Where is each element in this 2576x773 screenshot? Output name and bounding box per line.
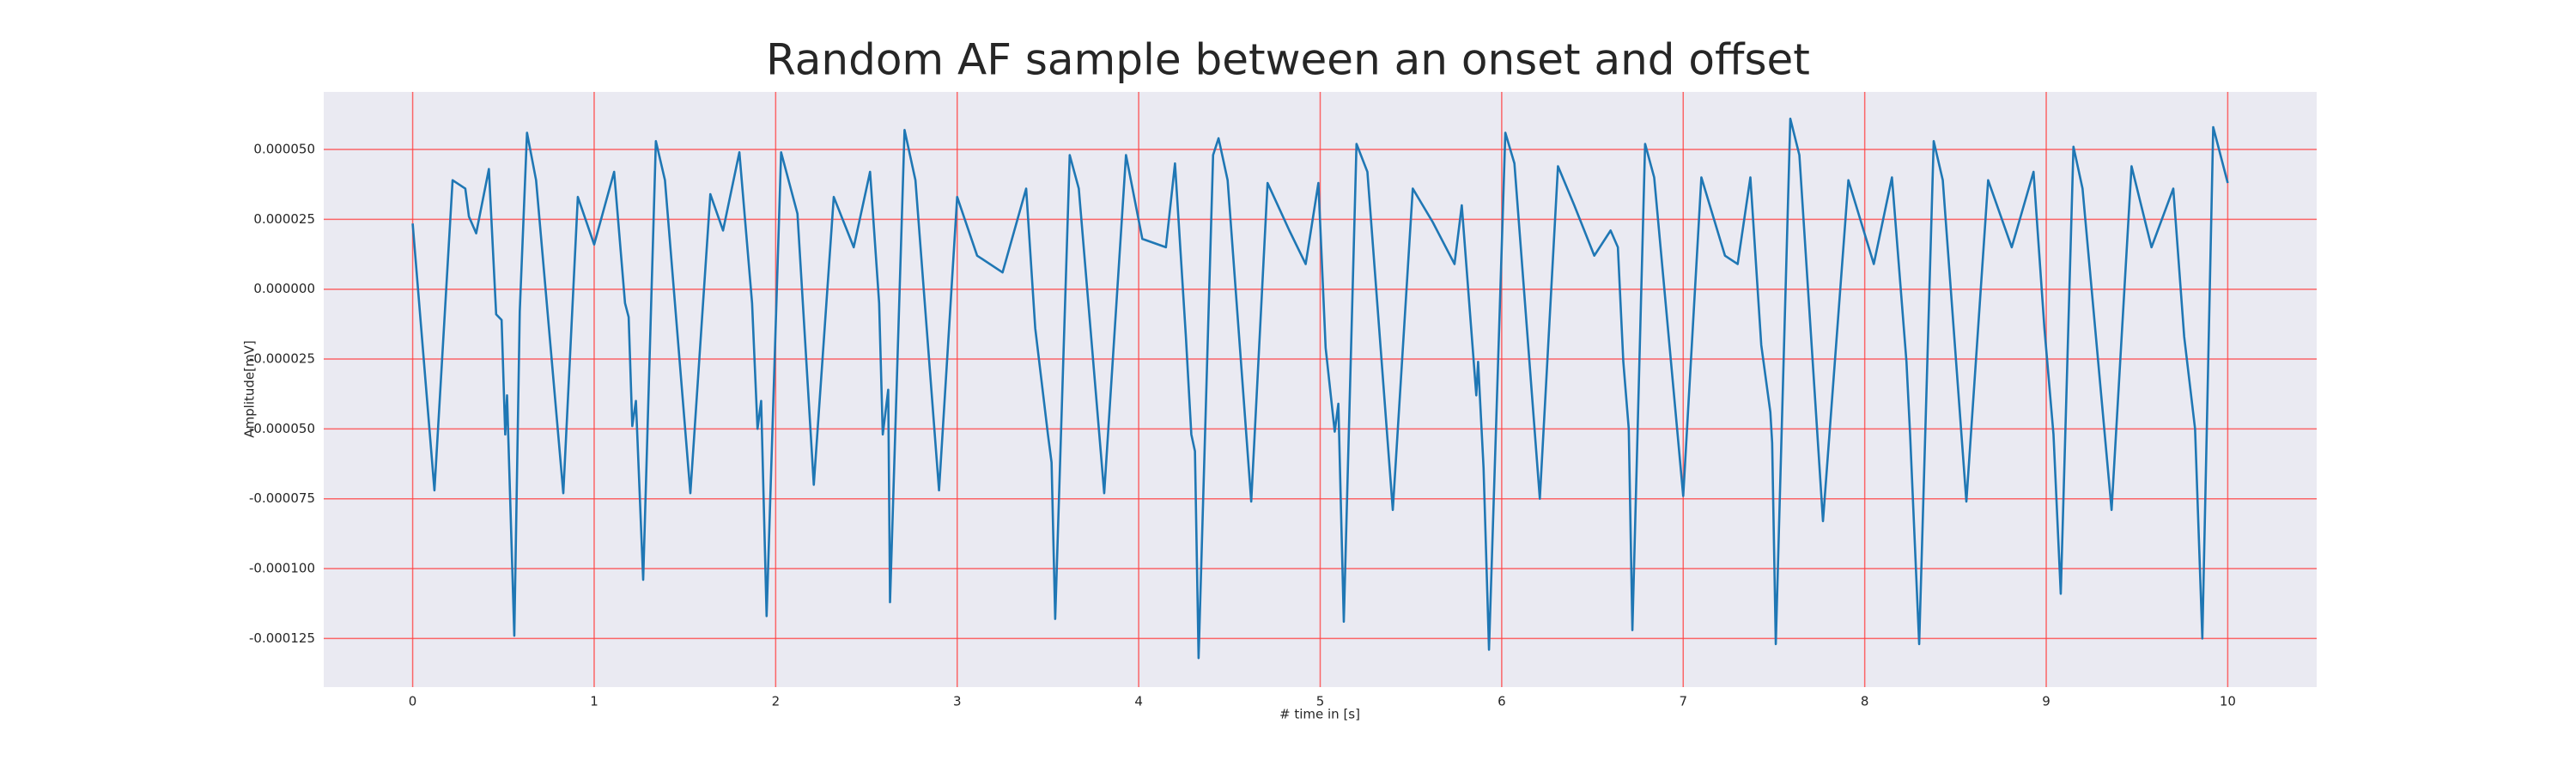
y-tick-label: -0.000125	[249, 630, 315, 646]
x-tick-label: 5	[1316, 694, 1325, 709]
series-line	[411, 117, 2229, 660]
x-tick-label: 6	[1498, 694, 1506, 709]
x-tick-label: 2	[772, 694, 781, 709]
x-tick-label: 9	[2042, 694, 2050, 709]
x-tick-label: 0	[409, 694, 417, 709]
y-tick-label: -0.000100	[249, 561, 315, 576]
y-tick-label: 0.000000	[253, 281, 315, 296]
x-tick-label: 4	[1134, 694, 1143, 709]
y-axis-label: Amplitude[mV]	[242, 340, 258, 437]
y-tick-label: 0.000025	[253, 211, 315, 227]
y-tick-label: 0.000050	[253, 142, 315, 157]
chart-title: Random AF sample between an onset and of…	[766, 35, 1810, 85]
x-axis-label: # time in [s]	[1279, 707, 1360, 722]
x-tick-label: 7	[1679, 694, 1687, 709]
x-tick-label: 1	[590, 694, 598, 709]
y-tick-label: -0.000025	[249, 351, 315, 367]
x-tick-label: 8	[1861, 694, 1869, 709]
y-tick-label: -0.000050	[249, 421, 315, 436]
x-tick-label: 10	[2220, 694, 2236, 709]
x-tick-label: 3	[953, 694, 962, 709]
y-tick-label: -0.000075	[249, 490, 315, 506]
